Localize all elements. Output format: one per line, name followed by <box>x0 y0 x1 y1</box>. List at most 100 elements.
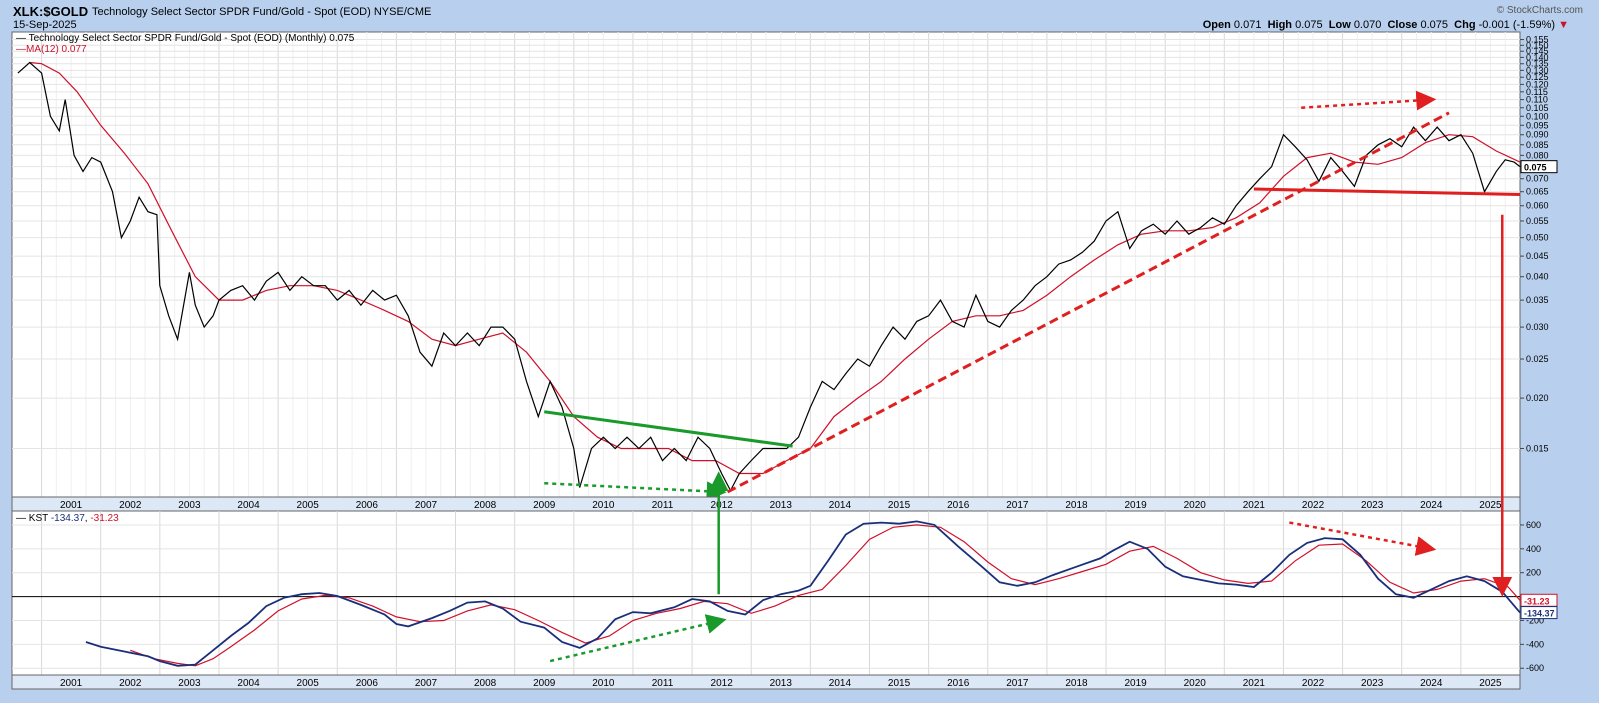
year-labels-top: 2001 2002 2003 2004 2005 2006 2007 2008 2009 2010… <box>60 500 1502 511</box>
price-tick-label: 0.140 <box>1526 52 1549 62</box>
price-grid <box>12 32 1520 497</box>
year-label: 2006 <box>356 678 379 689</box>
price-tick-label: 0.135 <box>1526 59 1549 69</box>
year-label: 2006 <box>356 500 379 511</box>
year-label: 2025 <box>1479 678 1502 689</box>
kst-tick-label: 600 <box>1526 520 1541 530</box>
year-label: 2013 <box>770 500 793 511</box>
red-trendline <box>1253 187 1521 196</box>
kst-y-axis: -600 -400 -200 200 400 600 -31.23 -134.37 <box>1520 520 1558 673</box>
price-tick-label: 0.155 <box>1526 35 1549 45</box>
year-label: 2001 <box>60 678 83 689</box>
kst-series <box>85 520 1521 667</box>
kst-line <box>85 520 1521 667</box>
price-tick-label: 0.110 <box>1526 95 1548 105</box>
year-label: 2002 <box>119 500 142 511</box>
ohlc-readout: Open 0.071 High 0.075 Low 0.070 Close 0.… <box>1203 19 1569 31</box>
year-label: 2018 <box>1065 500 1088 511</box>
price-tick-label: 0.050 <box>1526 233 1549 243</box>
chg-label: Chg <box>1454 19 1476 31</box>
year-label: 2011 <box>652 678 674 689</box>
year-label: 2015 <box>888 678 911 689</box>
kst-tick-label: 200 <box>1526 568 1541 578</box>
price-legend-swatch: — <box>16 33 26 44</box>
year-label: 2010 <box>592 678 615 689</box>
year-label: 2017 <box>1006 500 1029 511</box>
price-tick-label: 0.055 <box>1526 216 1549 226</box>
year-label: 2007 <box>415 500 438 511</box>
price-series <box>17 61 1521 492</box>
year-label: 2014 <box>829 678 852 689</box>
price-legend-text: Technology Select Sector SPDR Fund/Gold … <box>28 33 355 44</box>
ma-legend-swatch: — <box>16 44 26 55</box>
year-label: 2022 <box>1302 678 1325 689</box>
year-label: 2023 <box>1361 500 1384 511</box>
price-tick-label: 0.015 <box>1526 443 1549 453</box>
chart-date: 15-Sep-2025 <box>13 19 77 31</box>
price-tick-label: 0.105 <box>1526 103 1549 113</box>
year-label: 2020 <box>1184 500 1207 511</box>
year-label: 2019 <box>1124 678 1147 689</box>
year-label: 2008 <box>474 678 497 689</box>
kst-tick-label: 400 <box>1526 544 1541 554</box>
red-trendline <box>726 111 1450 494</box>
year-label: 2009 <box>533 678 556 689</box>
kst-last-value-box <box>1520 606 1558 620</box>
price-tick-label: 0.100 <box>1526 111 1549 121</box>
price-tick-label: 0.090 <box>1526 130 1549 140</box>
price-tick-label: 0.080 <box>1526 150 1549 160</box>
description-text: Technology Select Sector SPDR Fund/Gold … <box>92 6 371 18</box>
year-label: 2024 <box>1420 678 1443 689</box>
price-tick-label: 0.150 <box>1526 40 1549 50</box>
chart-description: Technology Select Sector SPDR Fund/Gold … <box>92 6 431 18</box>
price-tick-label: 0.115 <box>1526 87 1548 97</box>
kst-grid <box>12 511 1520 675</box>
year-label: 2021 <box>1243 500 1266 511</box>
year-labels-bottom: 2001 2002 2003 2004 2005 2006 2007 2008 2009 2010… <box>60 678 1502 689</box>
cross-panel-arrows <box>708 214 1513 597</box>
open-label: Open <box>1202 19 1231 31</box>
year-label: 2020 <box>1184 678 1207 689</box>
exchange-text: NYSE/CME <box>373 6 432 18</box>
stockcharts-logo: © StockCharts.com <box>1496 5 1583 16</box>
kst-tick-label: -600 <box>1526 663 1544 673</box>
year-label: 2005 <box>297 678 320 689</box>
kst-legend: — KST -134.37, -31.23 <box>16 513 119 524</box>
low-label: Low <box>1328 19 1351 31</box>
year-axis-bottom: 2001 2002 2003 2004 2005 2006 2007 2008 2009 2010… <box>11 674 1521 690</box>
price-tick-label: 0.035 <box>1526 295 1549 305</box>
close-label: Close <box>1387 19 1418 31</box>
price-tick-label: 0.040 <box>1526 272 1549 282</box>
ma-legend-text: MA(12) 0.077 <box>26 44 87 55</box>
price-line <box>17 61 1521 492</box>
chg-value: -0.001 (-1.59%) <box>1478 19 1556 31</box>
price-tick-label: 0.025 <box>1526 354 1549 364</box>
price-legend: — Technology Select Sector SPDR Fund/Gol… <box>16 33 354 44</box>
high-value: 0.075 <box>1295 19 1323 31</box>
year-label: 2004 <box>237 500 260 511</box>
year-label: 2001 <box>60 500 83 511</box>
year-label: 2007 <box>415 678 438 689</box>
kst-signal-last-value: -31.23 <box>1524 596 1550 606</box>
price-tick-label: 0.020 <box>1526 393 1549 403</box>
price-annotations <box>544 90 1521 502</box>
year-label: 2023 <box>1361 678 1384 689</box>
green-trendline <box>544 410 793 448</box>
price-last-value: 0.075 <box>1524 163 1547 173</box>
low-value: 0.070 <box>1353 19 1382 31</box>
year-label: 2011 <box>652 500 674 511</box>
year-label: 2014 <box>829 500 852 511</box>
price-tick-label: 0.045 <box>1526 251 1549 261</box>
year-axis-top: 2001 2002 2003 2004 2005 2006 2007 2008 2009 2010… <box>11 496 1521 512</box>
year-label: 2003 <box>178 678 201 689</box>
close-value: 0.075 <box>1420 19 1449 31</box>
red-arrow <box>1289 521 1437 556</box>
symbol: XLK:$GOLD <box>13 4 89 19</box>
kst-tick-label: -200 <box>1526 615 1544 625</box>
kst-panel-bg <box>11 510 1521 676</box>
price-tick-label: 0.095 <box>1526 120 1549 130</box>
year-label: 2022 <box>1302 500 1325 511</box>
price-tick-label: 0.130 <box>1526 65 1549 75</box>
year-label: 2015 <box>888 500 911 511</box>
kst-legend-swatch: — <box>16 513 26 524</box>
